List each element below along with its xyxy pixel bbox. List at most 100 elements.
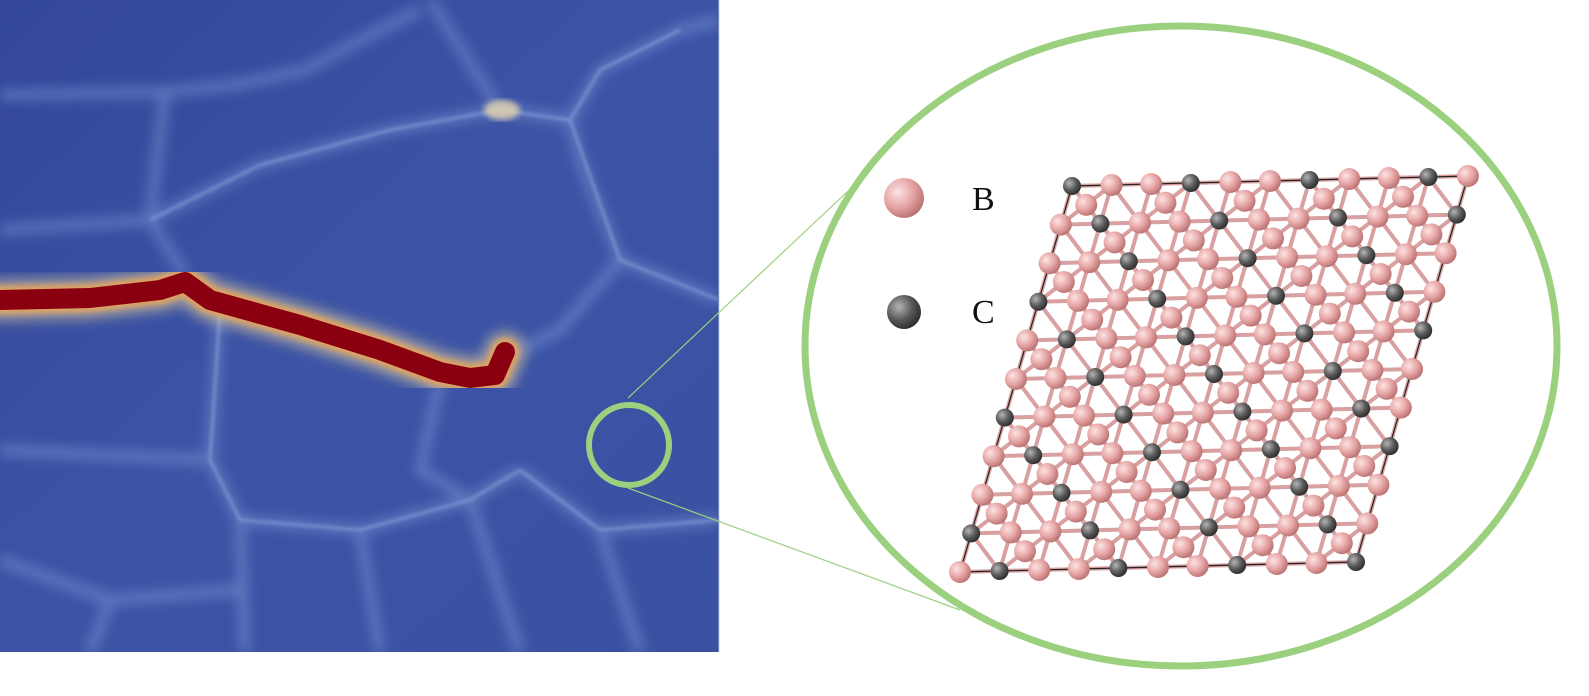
boron-atom [1377, 167, 1400, 189]
carbon-atom [1295, 324, 1314, 343]
carbon-atom [1052, 483, 1071, 502]
boron-atom [1064, 500, 1087, 523]
boron-atom [1395, 243, 1417, 266]
boron-atom [1361, 359, 1384, 381]
boron-atom [1180, 440, 1203, 463]
boron-atom [1115, 461, 1138, 483]
boron-atom [1185, 286, 1208, 309]
carbon-atom [1318, 515, 1337, 534]
boron-atom [1078, 251, 1101, 274]
boron-atom [1274, 457, 1296, 479]
boron-atom [1044, 367, 1067, 389]
boron-atom [1008, 425, 1030, 448]
boron-atom [1188, 344, 1211, 367]
boron-atom [1005, 368, 1027, 390]
carbon-atom [1114, 405, 1133, 424]
boron-atom [1073, 404, 1095, 427]
carbon-atom [1300, 171, 1319, 189]
legend [884, 178, 924, 329]
boron-atom [1033, 405, 1056, 428]
boron-atom [1197, 248, 1219, 271]
carbon-atom [1352, 399, 1371, 418]
carbon-legend-marker [887, 295, 921, 329]
boron-atom [1253, 323, 1276, 346]
boron-atom [1172, 536, 1195, 559]
boron-atom [1239, 304, 1262, 327]
boron-atom [1305, 552, 1328, 574]
boron-atom [1158, 517, 1181, 540]
carbon-atom [1205, 365, 1223, 383]
boron-atom [1109, 346, 1132, 369]
boron-atom [1423, 280, 1446, 303]
crack [0, 261, 526, 399]
boron-atom [949, 561, 971, 583]
carbon-atom [1109, 559, 1128, 577]
boron-atom [1132, 269, 1154, 291]
carbon-atom [1385, 283, 1404, 302]
boron-atom [1220, 439, 1243, 462]
boron-atom [1344, 282, 1367, 305]
carbon-atom [1357, 246, 1376, 265]
boron-atom [1406, 204, 1429, 227]
boron-atom [1081, 308, 1104, 331]
boron-atom [1353, 455, 1376, 477]
boron-atom [1312, 187, 1335, 210]
boron-atom [1299, 437, 1322, 460]
carbon-atom [1419, 168, 1438, 186]
boron-atom [1318, 302, 1341, 325]
boron-atom [1138, 383, 1160, 406]
carbon-atom [1380, 437, 1399, 456]
boron-atom [1147, 556, 1169, 578]
boron-atom [1052, 271, 1075, 293]
boron-atom [1123, 365, 1146, 387]
carbon-atom [1228, 556, 1247, 574]
boron-atom [1271, 399, 1293, 422]
boron-atom [1247, 208, 1270, 231]
boron-atom [1251, 534, 1274, 557]
boron-atom [1223, 496, 1246, 519]
carbon-atom [1057, 330, 1076, 349]
boron-atom [985, 502, 1008, 525]
boron-atom [1194, 459, 1217, 481]
boron-atom [1049, 213, 1072, 236]
carbon-atom [1290, 477, 1309, 496]
boron-atom [1327, 474, 1350, 497]
boron-atom [1347, 340, 1370, 363]
boron-atom [1372, 320, 1395, 343]
carbon-atom [1024, 446, 1043, 465]
boron-atom [1392, 185, 1414, 208]
legend-label-carbon: C [972, 294, 995, 331]
boron-atom [1302, 494, 1325, 517]
triple-junction-highlight [484, 100, 520, 120]
b4c-crystal-structure [949, 165, 1479, 583]
zoom-line-bottom [627, 487, 961, 611]
boron-atom [1268, 342, 1290, 365]
boron-atom [1339, 436, 1361, 459]
boron-atom [1356, 512, 1379, 535]
carbon-atom [990, 562, 1009, 580]
boron-atom [1103, 231, 1126, 254]
carbon-atom [1210, 211, 1229, 230]
boron-atom [1067, 558, 1090, 580]
boron-atom [1160, 306, 1183, 329]
boron-atom [1398, 300, 1420, 323]
boron-atom [1129, 211, 1151, 234]
boron-atom [1304, 283, 1327, 306]
boron-atom [1233, 189, 1256, 212]
carbon-atom [1261, 440, 1280, 459]
carbon-atom [1176, 327, 1195, 346]
boron-atom [1118, 518, 1141, 541]
carbon-atom [1063, 177, 1081, 195]
carbon-atom [1323, 362, 1342, 380]
boron-atom [1154, 191, 1177, 214]
boron-atom [1157, 249, 1180, 272]
boron-atom [1166, 421, 1189, 444]
grain-boundaries-sharp [149, 28, 719, 532]
boron-atom [1036, 463, 1059, 485]
boron-atom [1282, 361, 1305, 383]
boron-atom [1090, 480, 1113, 503]
carbon-atom [1181, 174, 1200, 192]
boron-atom [1277, 514, 1299, 537]
boron-atom [1262, 227, 1284, 250]
carbon-atom [1148, 289, 1167, 308]
